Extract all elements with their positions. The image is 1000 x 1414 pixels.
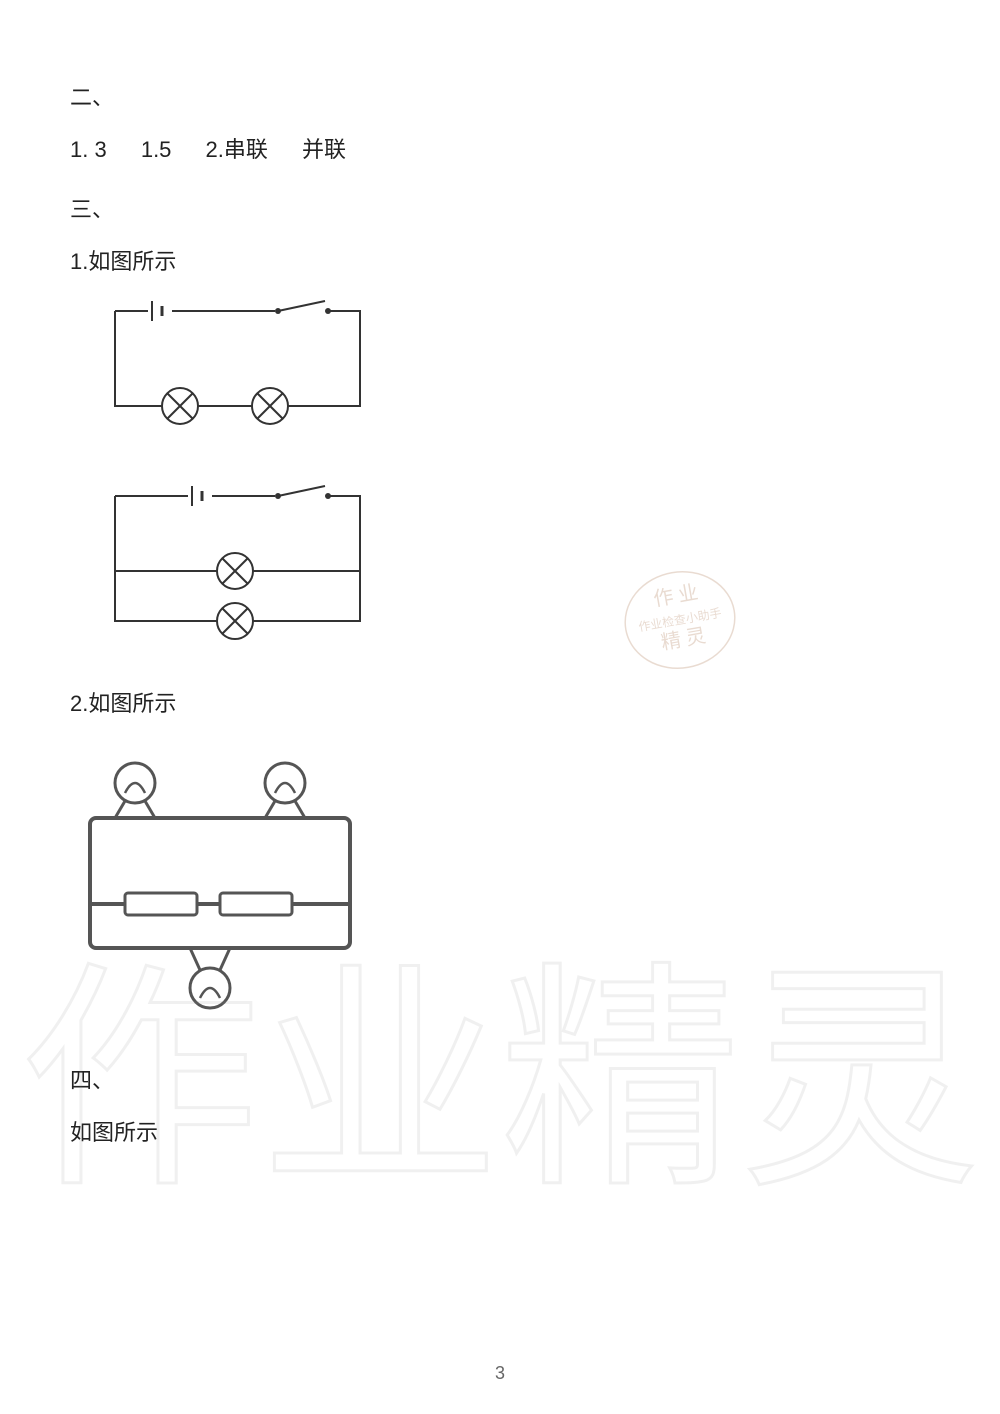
- circuit-q2-svg: [70, 738, 390, 1018]
- section-3: 三、 1.如图所示: [70, 192, 930, 1023]
- section-3-heading: 三、: [70, 192, 930, 224]
- answer-1-5: 1.5: [141, 137, 172, 163]
- answer-2-parallel: 并联: [302, 132, 346, 164]
- answer-2-series: 2.串联: [206, 132, 268, 164]
- answer-1-3: 1. 3: [70, 137, 107, 163]
- circuit-q2: [70, 738, 930, 1023]
- section-4-heading: 四、: [70, 1063, 930, 1095]
- page-number: 3: [495, 1363, 505, 1384]
- section-4-label: 如图所示: [70, 1115, 930, 1147]
- circuit-series: [100, 296, 930, 441]
- circuit-parallel: [100, 481, 930, 646]
- circuit-parallel-svg: [100, 481, 380, 641]
- q2-label: 2.如图所示: [70, 686, 930, 718]
- q1-label: 1.如图所示: [70, 244, 930, 276]
- stamp-icon: 作 业 作业检查小助手 精 灵: [620, 560, 740, 680]
- circuit-series-svg: [100, 296, 380, 436]
- section-2: 二、 1. 3 1.5 2.串联 并联: [70, 80, 930, 164]
- section-2-answers: 1. 3 1.5 2.串联 并联: [70, 132, 930, 164]
- section-4: 四、 如图所示: [70, 1063, 930, 1147]
- section-2-heading: 二、: [70, 80, 930, 112]
- stamp-text-top: 作 业: [652, 581, 700, 611]
